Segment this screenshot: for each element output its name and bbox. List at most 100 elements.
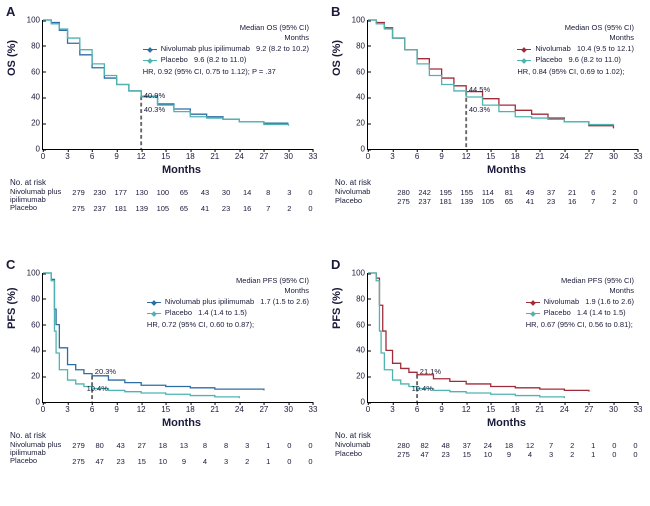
curve-annotation: 10.4% — [412, 384, 433, 393]
risk-values: 27523718113910565412316720 — [393, 197, 646, 206]
hazard-ratio: HR, 0.72 (95% CI, 0.60 to 0.87); — [147, 320, 309, 330]
y-axis-label: PFS (%) — [6, 287, 18, 329]
x-tick: 24 — [560, 402, 569, 414]
legend-title: Median PFS (95% CI)Months — [147, 276, 309, 296]
legend-value: 9.2 (8.2 to 10.2) — [254, 44, 309, 54]
legend-name: Placebo — [161, 55, 188, 65]
legend: Median OS (95% CI)MonthsNivolumab plus i… — [143, 23, 309, 77]
risk-cell: 1 — [583, 441, 604, 450]
risk-values: 28082483724181272100 — [393, 441, 646, 450]
legend-name: Placebo — [544, 308, 571, 318]
x-tick: 21 — [210, 149, 219, 161]
risk-cell: 8 — [216, 441, 237, 450]
legend-swatch — [526, 313, 540, 314]
risk-cell: 0 — [300, 188, 321, 197]
risk-cell: 181 — [435, 197, 456, 206]
legend-item: Nivolumab 1.9 (1.6 to 2.6) — [526, 297, 634, 307]
legend-swatch — [143, 49, 157, 50]
x-tick: 12 — [462, 149, 471, 161]
curve-annotation: 10.4% — [87, 384, 108, 393]
risk-values: 275472315109432100 — [68, 457, 321, 466]
legend: Median PFS (95% CI)MonthsNivolumab 1.9 (… — [526, 276, 634, 330]
legend-name: Placebo — [165, 308, 192, 318]
risk-cell: 21 — [562, 188, 583, 197]
x-tick: 18 — [511, 149, 520, 161]
legend-value: 1.9 (1.6 to 2.6) — [583, 297, 634, 307]
y-tick: 100 — [352, 269, 368, 278]
x-tick: 33 — [634, 402, 643, 414]
risk-row: Nivolumab28082483724181272100 — [335, 441, 646, 450]
risk-cell: 7 — [541, 441, 562, 450]
x-tick: 9 — [439, 149, 443, 161]
risk-arm: Nivolumab — [335, 441, 393, 449]
risk-cell: 80 — [89, 441, 110, 450]
x-tick: 6 — [415, 402, 419, 414]
legend: Median PFS (95% CI)MonthsNivolumab plus … — [147, 276, 309, 330]
risk-cell: 3 — [279, 188, 300, 197]
risk-cell: 275 — [393, 197, 414, 206]
y-tick: 20 — [31, 119, 43, 128]
risk-cell: 27 — [131, 441, 152, 450]
y-tick: 40 — [356, 93, 368, 102]
risk-cell: 242 — [414, 188, 435, 197]
risk-cell: 23 — [541, 197, 562, 206]
curve-annotation: 40.9% — [144, 91, 165, 100]
y-tick: 20 — [31, 372, 43, 381]
legend-item: Nivolumab 10.4 (9.5 to 12.1) — [517, 44, 634, 54]
legend-swatch — [517, 60, 531, 61]
x-tick: 21 — [210, 402, 219, 414]
x-tick: 15 — [161, 402, 170, 414]
risk-cell: 16 — [237, 204, 258, 213]
risk-cell: 13 — [173, 441, 194, 450]
chart-area: 0204060801000369121518212427303340.9%40.… — [42, 20, 313, 150]
risk-cell: 230 — [89, 188, 110, 197]
x-tick: 21 — [535, 402, 544, 414]
risk-cell: 8 — [258, 188, 279, 197]
y-tick: 100 — [27, 269, 43, 278]
x-tick: 9 — [114, 402, 118, 414]
risk-table: No. at riskNivolumab28082483724181272100… — [335, 431, 646, 459]
legend: Median OS (95% CI)MonthsNivolumab 10.4 (… — [517, 23, 634, 77]
legend-name: Nivolumab — [535, 44, 570, 54]
legend-value: 9.6 (8.2 to 11.0) — [566, 55, 620, 65]
risk-cell: 0 — [300, 204, 321, 213]
risk-cell: 10 — [477, 450, 498, 459]
legend-item: Placebo 1.4 (1.4 to 1.5) — [526, 308, 634, 318]
legend-swatch — [147, 302, 161, 303]
legend-title: Median OS (95% CI)Months — [143, 23, 309, 43]
chart-area: 0204060801000369121518212427303344.5%40.… — [367, 20, 638, 150]
panel-label: D — [331, 257, 340, 272]
risk-cell: 237 — [414, 197, 435, 206]
risk-cell: 3 — [216, 457, 237, 466]
x-tick: 3 — [65, 149, 69, 161]
risk-values: 27523718113910565412316720 — [68, 204, 321, 213]
risk-cell: 114 — [477, 188, 498, 197]
legend-item: Nivolumab plus ipilimumab 1.7 (1.5 to 2.… — [147, 297, 309, 307]
risk-title: No. at risk — [335, 178, 646, 187]
risk-cell: 195 — [435, 188, 456, 197]
risk-cell: 23 — [110, 457, 131, 466]
risk-cell: 3 — [541, 450, 562, 459]
risk-cell: 12 — [519, 441, 540, 450]
risk-cell: 23 — [435, 450, 456, 459]
risk-cell: 7 — [583, 197, 604, 206]
risk-cell: 105 — [477, 197, 498, 206]
risk-cell: 10 — [152, 457, 173, 466]
risk-cell: 65 — [173, 204, 194, 213]
x-tick: 30 — [609, 149, 618, 161]
risk-cell: 237 — [89, 204, 110, 213]
risk-cell: 49 — [519, 188, 540, 197]
x-tick: 0 — [41, 402, 45, 414]
risk-cell: 0 — [625, 197, 646, 206]
risk-row: Placebo275472315109432100 — [10, 457, 321, 466]
x-tick: 33 — [309, 402, 318, 414]
risk-cell: 2 — [237, 457, 258, 466]
legend-title: Median OS (95% CI)Months — [517, 23, 634, 43]
risk-cell: 48 — [435, 441, 456, 450]
x-tick: 24 — [235, 149, 244, 161]
risk-values: 28024219515511481493721620 — [393, 188, 646, 197]
x-tick: 33 — [634, 149, 643, 161]
legend-value: 1.7 (1.5 to 2.6) — [258, 297, 309, 307]
risk-cell: 0 — [300, 441, 321, 450]
x-tick: 12 — [137, 402, 146, 414]
